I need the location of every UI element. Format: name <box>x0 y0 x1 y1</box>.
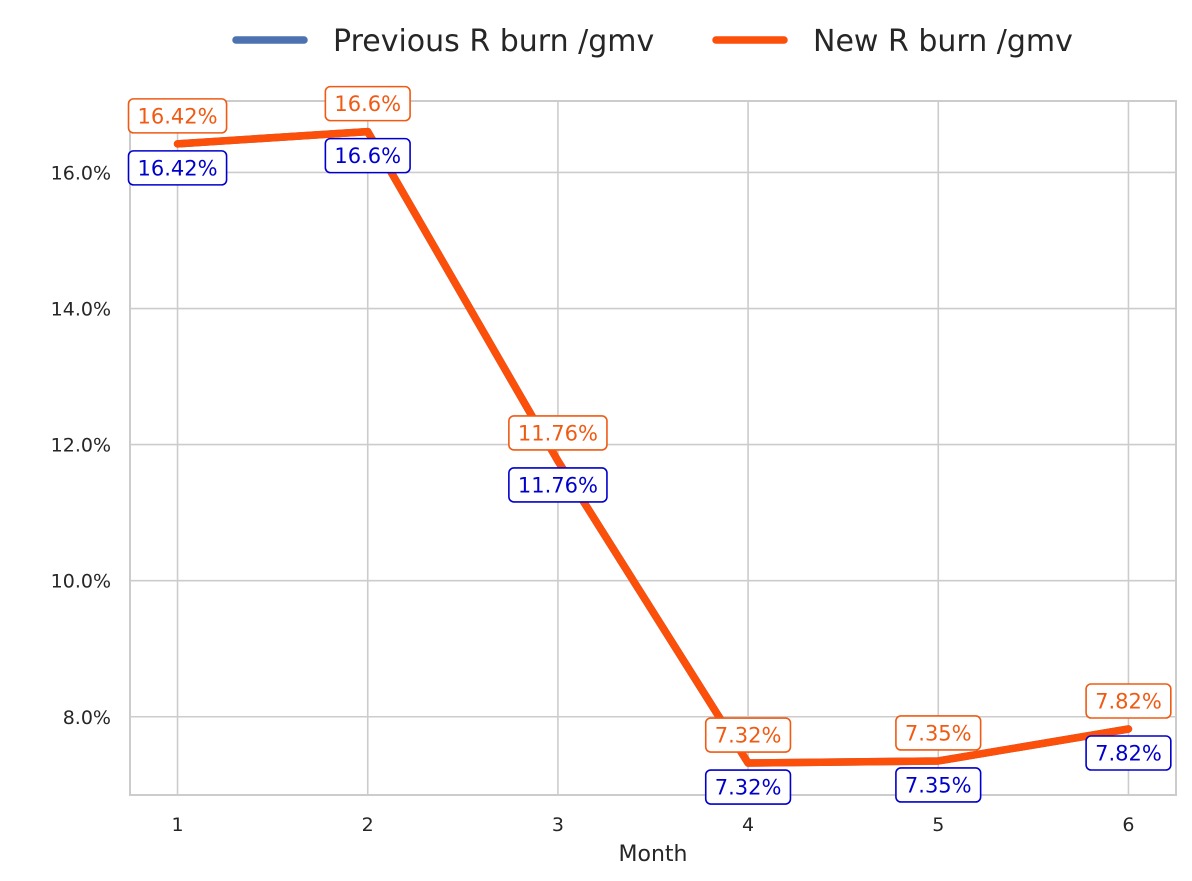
y-tick-label: 14.0% <box>51 299 111 321</box>
data-label-text: 11.76% <box>518 421 598 445</box>
y-tick-label: 16.0% <box>51 162 111 184</box>
data-label-box <box>324 137 411 174</box>
new-data-label: 16.6% <box>324 85 411 122</box>
data-label-box <box>895 767 982 803</box>
series-lines <box>173 127 1133 767</box>
data-label-box <box>324 85 411 122</box>
data-label-text: 7.82% <box>1095 742 1162 766</box>
x-tick-label: 1 <box>171 814 183 836</box>
previous-data-label: 7.32% <box>704 769 792 805</box>
data-label-box <box>895 715 982 751</box>
previous-data-label: 7.35% <box>895 767 982 803</box>
series-line-new <box>173 127 1133 767</box>
data-labels: 16.42% 16.6% 11.76% 7.32% 7.35% 7.82% 16.42% 16… <box>127 85 1172 805</box>
data-label-text: 7.35% <box>905 773 972 797</box>
legend-label: Previous R burn /gmv <box>333 24 654 59</box>
data-label-text: 16.42% <box>138 156 218 180</box>
data-label-box <box>508 467 608 503</box>
data-label-text: 16.42% <box>138 104 218 128</box>
y-tick-label: 8.0% <box>63 707 111 729</box>
legend-item-previous: Previous R burn /gmv <box>232 24 654 59</box>
data-label-text: 7.32% <box>715 776 782 800</box>
data-label-text: 16.6% <box>334 144 401 168</box>
legend: Previous R burn /gmv New R burn /gmv <box>232 24 1073 59</box>
x-tick-label: 4 <box>742 814 754 836</box>
legend-item-new: New R burn /gmv <box>712 24 1073 59</box>
new-data-label: 7.82% <box>1085 683 1172 719</box>
plot-area-frame <box>129 100 1177 796</box>
data-label-text: 16.6% <box>334 92 401 116</box>
new-data-label: 7.32% <box>704 717 792 753</box>
legend-label: New R burn /gmv <box>813 24 1073 59</box>
x-tick-label: 2 <box>362 814 374 836</box>
previous-data-label: 16.6% <box>324 137 411 174</box>
data-label-box <box>127 150 228 186</box>
data-label-box <box>1085 683 1172 719</box>
tick-labels: 1 2 3 4 5 6 8.0% 10.0% 12.0% 14.0% 16.0% <box>51 162 1135 836</box>
previous-data-label: 16.42% <box>127 150 228 186</box>
series-line-previous <box>173 127 1133 767</box>
previous-data-label: 7.82% <box>1085 735 1172 771</box>
data-label-box <box>127 98 228 134</box>
data-label-box <box>704 717 792 753</box>
grid <box>130 101 1176 795</box>
data-label-text: 7.82% <box>1095 690 1162 714</box>
x-tick-label: 6 <box>1122 814 1134 836</box>
data-label-text: 7.32% <box>715 724 782 748</box>
data-label-box <box>1085 735 1172 771</box>
data-label-box <box>508 415 608 451</box>
new-data-label: 16.42% <box>127 98 228 134</box>
y-tick-label: 12.0% <box>51 435 111 457</box>
data-label-text: 11.76% <box>518 473 598 497</box>
new-data-label: 11.76% <box>508 415 608 451</box>
x-tick-label: 3 <box>552 814 564 836</box>
previous-data-label: 11.76% <box>508 467 608 503</box>
data-label-box <box>704 769 792 805</box>
new-data-label: 7.35% <box>895 715 982 751</box>
y-tick-label: 10.0% <box>51 571 111 593</box>
x-tick-label: 5 <box>932 814 944 836</box>
data-label-text: 7.35% <box>905 721 972 745</box>
x-axis-label: Month <box>619 842 688 867</box>
